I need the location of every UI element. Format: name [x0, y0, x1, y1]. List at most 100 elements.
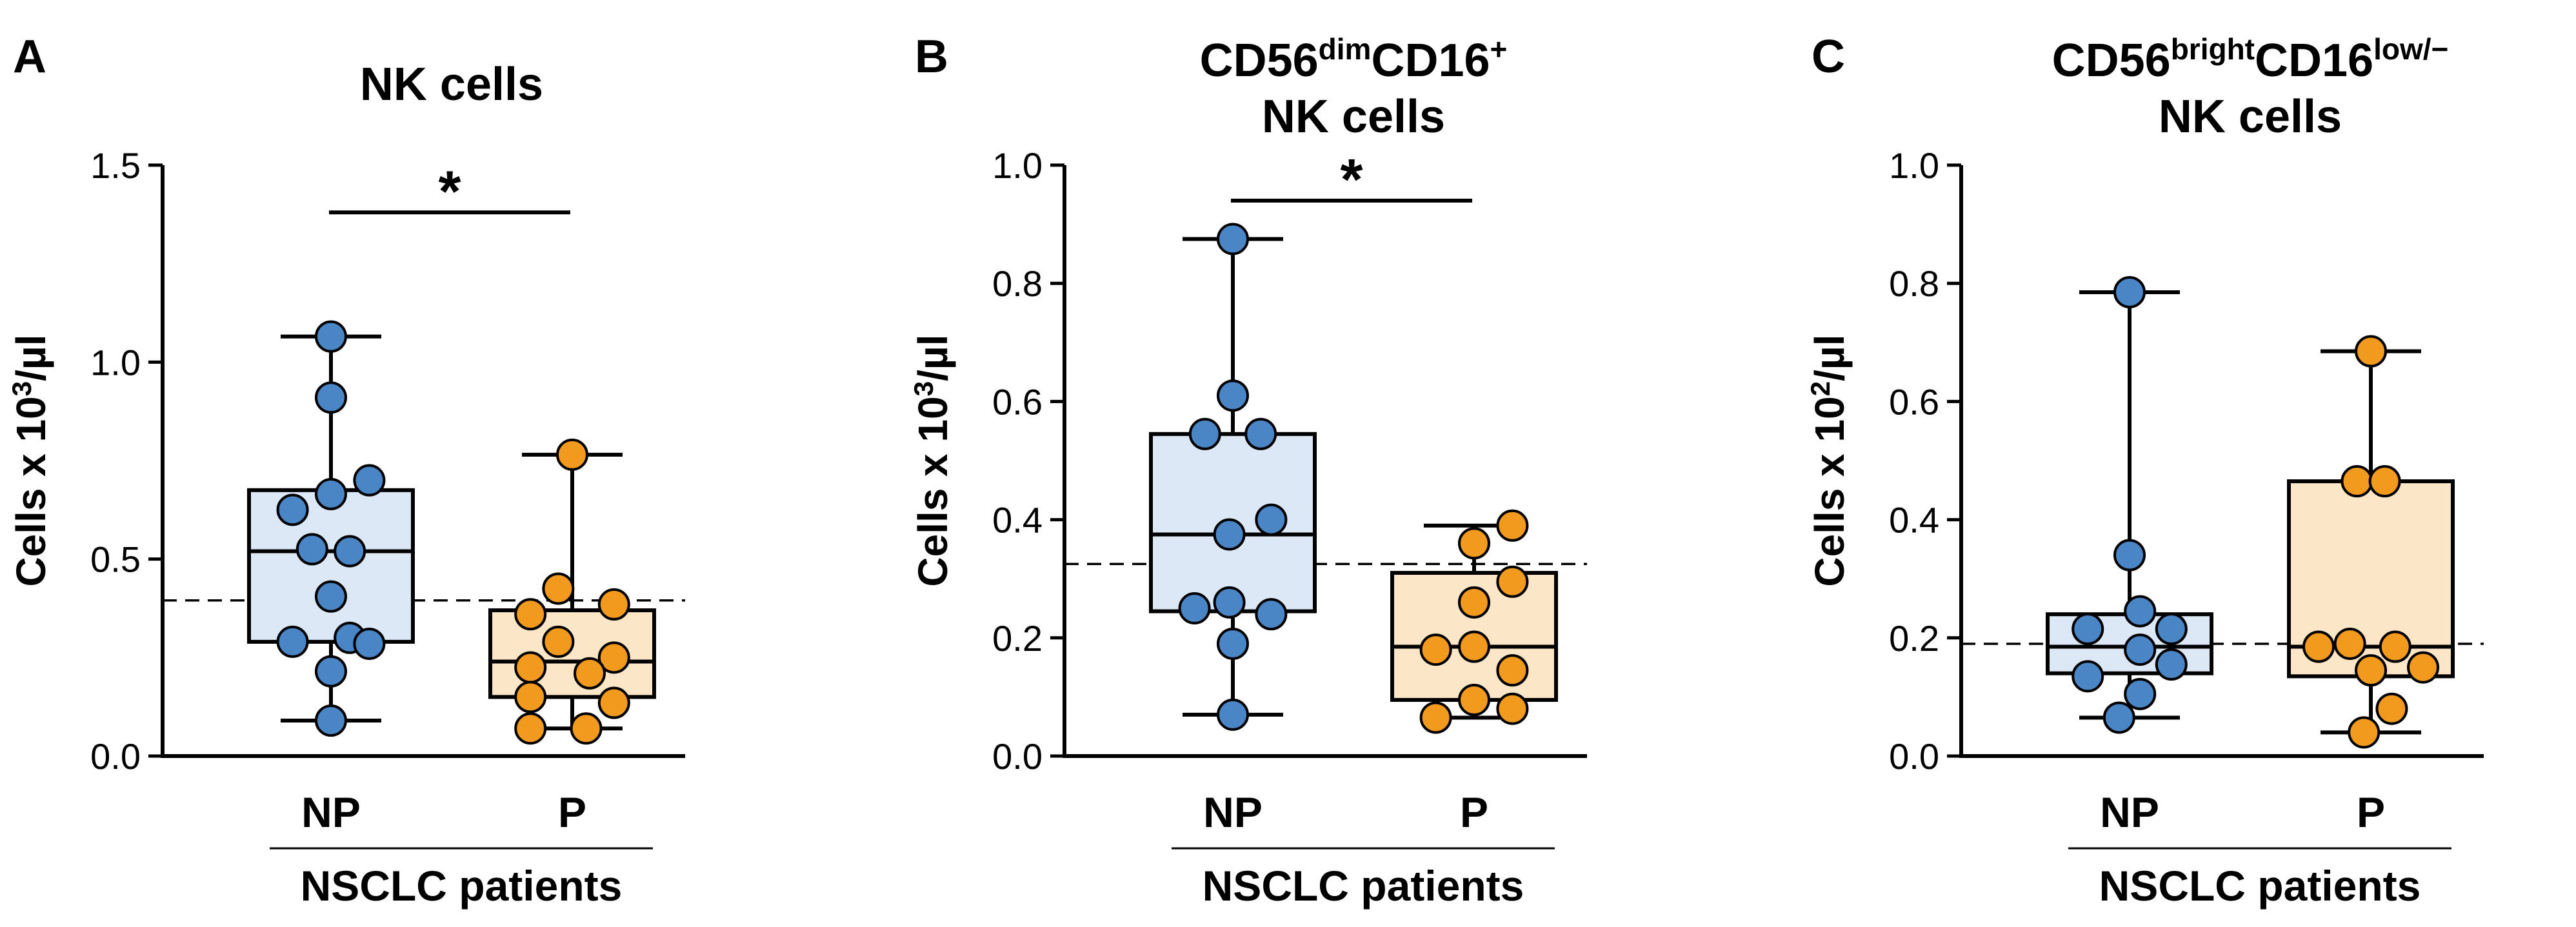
chart-title-text: CD16 — [1371, 35, 1490, 86]
category-label: NP — [1203, 788, 1263, 836]
data-point — [2302, 630, 2335, 663]
chart-title-superscript: dim — [1319, 32, 1372, 66]
series-p — [488, 438, 656, 745]
data-point — [295, 533, 328, 566]
y-tick-label: 0.2 — [1889, 618, 1939, 659]
data-point — [276, 625, 309, 658]
data-point — [2407, 651, 2439, 684]
chart-title-superscript: bright — [2171, 32, 2255, 66]
data-point — [315, 381, 347, 414]
chart-title-superscript: low/− — [2373, 32, 2448, 66]
data-point — [2379, 630, 2411, 663]
y-axis-label-unit: /µl — [8, 334, 54, 381]
chart-title-superscript: + — [1490, 32, 1508, 66]
y-axis-label-unit: /µl — [910, 334, 956, 381]
y-axis-label-text: Cells x 10 — [1806, 396, 1853, 586]
y-axis-label: Cells x 102/µl — [1805, 334, 1853, 586]
data-point — [315, 704, 347, 737]
panel-a: A NK cells Cells x 103/µl 0.0 0.5 1.0 1.5 NP P NS… — [6, 31, 685, 910]
y-tick-label: 0.2 — [992, 618, 1043, 659]
data-point — [514, 712, 547, 745]
chart-title-text: CD56 — [1200, 35, 1319, 86]
data-point — [2072, 613, 2104, 646]
y-axis-label: Cells x 103/µl — [6, 334, 54, 586]
data-point — [2155, 613, 2188, 646]
chart-title-text: CD16 — [2255, 35, 2373, 86]
data-point — [542, 625, 575, 658]
y-tick-label: 1.5 — [90, 145, 141, 186]
data-point — [1217, 698, 1249, 731]
series-p — [2287, 335, 2455, 749]
data-point — [2113, 275, 2146, 308]
data-point — [2102, 701, 2135, 734]
y-tick-label: 1.0 — [992, 145, 1043, 186]
category-label: NP — [301, 788, 361, 836]
data-point — [597, 641, 630, 674]
y-tick-label: 1.0 — [90, 342, 141, 383]
series-np — [2046, 275, 2213, 734]
y-tick-label: 0.4 — [1889, 500, 1939, 541]
category-label: P — [558, 788, 586, 836]
y-tick-label: 0.0 — [90, 736, 141, 777]
data-point — [556, 438, 588, 471]
chart-title-line: CD56dimCD16+ — [1200, 32, 1508, 86]
group-label: NSCLC patients — [1203, 862, 1524, 910]
data-point — [2375, 692, 2408, 725]
panel-letter: C — [1812, 31, 1845, 83]
significance-star: * — [1340, 148, 1363, 212]
data-point — [2341, 465, 2373, 498]
chart-title-text: CD56 — [2052, 35, 2171, 86]
significance-star: * — [438, 159, 461, 224]
y-tick-label: 0.5 — [90, 539, 141, 580]
chart-title-line: CD56brightCD16low/− — [2052, 32, 2449, 86]
data-point — [1213, 518, 1246, 551]
data-point — [1255, 503, 1288, 536]
data-point — [1419, 633, 1452, 666]
y-tick-label: 0.4 — [992, 500, 1043, 541]
data-point — [276, 493, 309, 526]
data-point — [315, 320, 347, 353]
data-point — [1496, 509, 1529, 542]
data-point — [1244, 417, 1277, 450]
data-point — [570, 712, 603, 745]
data-point — [542, 572, 575, 605]
y-tick-label: 0.0 — [992, 736, 1043, 777]
data-point — [2124, 677, 2157, 710]
data-point — [597, 588, 630, 621]
group-label: NSCLC patients — [301, 862, 623, 910]
y-axis-label: Cells x 103/µl — [908, 334, 956, 586]
data-point — [574, 657, 606, 690]
data-point — [1458, 630, 1490, 663]
y-axis-label-text: Cells x 10 — [8, 396, 54, 586]
data-point — [1217, 379, 1249, 412]
group-label: NSCLC patients — [2099, 862, 2421, 910]
y-axis-label-superscript: 2 — [1805, 381, 1835, 396]
data-point — [2333, 627, 2366, 660]
chart-title-line: NK cells — [2159, 91, 2342, 143]
data-point — [2072, 660, 2104, 693]
data-point — [514, 681, 547, 713]
data-point — [315, 477, 347, 510]
data-point — [315, 655, 347, 688]
data-point — [1496, 565, 1529, 598]
data-point — [1217, 223, 1249, 255]
y-tick-label: 0.8 — [992, 263, 1043, 304]
category-label: NP — [2100, 788, 2159, 836]
series-np — [247, 320, 415, 737]
panel-letter: B — [915, 31, 948, 83]
data-point — [2124, 633, 2157, 666]
panel-letter: A — [13, 31, 46, 83]
data-point — [315, 580, 347, 613]
data-point — [2124, 595, 2157, 628]
y-tick-label: 0.8 — [1889, 263, 1939, 304]
chart-title-line: NK cells — [1262, 91, 1445, 143]
data-point — [1458, 586, 1490, 619]
data-point — [514, 651, 547, 684]
y-tick-label: 1.0 — [1889, 145, 1939, 186]
data-point — [2355, 654, 2387, 687]
y-axis-label-unit: /µl — [1806, 334, 1853, 381]
data-point — [2348, 716, 2381, 749]
